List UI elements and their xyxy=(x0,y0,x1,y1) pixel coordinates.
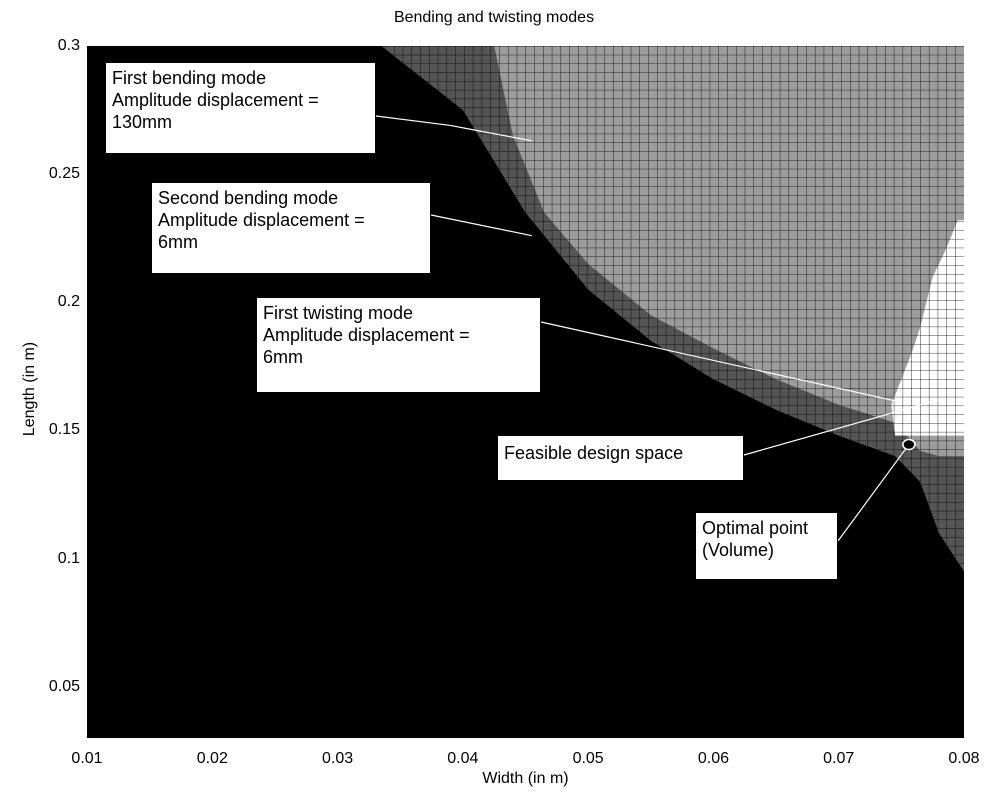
optimal-point-marker xyxy=(902,438,916,451)
x-tick-label: 0.05 xyxy=(572,750,604,767)
leader-optimal xyxy=(837,444,910,542)
chart-title: Bending and twisting modes xyxy=(393,9,595,26)
region-layer xyxy=(381,46,964,572)
y-tick-label: 0.05 xyxy=(48,677,80,695)
annotation-line: First bending mode xyxy=(112,68,267,88)
leader-first-twisting xyxy=(540,321,902,403)
annotation-first-twisting: First twisting mode Amplitude displaceme… xyxy=(256,297,541,393)
leader-second-bending xyxy=(430,214,532,237)
region-feasible-cells xyxy=(891,220,964,436)
y-tick-label: 0.2 xyxy=(57,293,80,311)
leader-first-bending xyxy=(375,115,451,127)
x-tick-label: 0.01 xyxy=(71,750,103,767)
annotation-line: First twisting mode xyxy=(263,303,414,323)
annotation-feasible: Feasible design space xyxy=(497,435,744,481)
x-tick-label: 0.04 xyxy=(447,750,479,767)
y-tick-label: 0.1 xyxy=(57,549,80,567)
annotation-line: 130mm xyxy=(112,112,173,132)
annotation-line: 6mm xyxy=(263,347,303,367)
annotation-line: Amplitude displacement = xyxy=(263,325,470,345)
annotation-line: Amplitude displacement = xyxy=(158,210,365,230)
annotation-second-bending: Second bending mode Amplitude displaceme… xyxy=(151,182,431,274)
x-tick-label: 0.02 xyxy=(196,750,228,767)
x-tick-label: 0.03 xyxy=(321,750,354,767)
x-tick-label: 0.08 xyxy=(948,750,980,767)
annotation-line: Optimal point xyxy=(702,518,809,538)
y-tick-label: 0.25 xyxy=(48,165,80,183)
region-first-bending-cells xyxy=(494,46,964,457)
leader-first-bending xyxy=(450,124,532,142)
leader-lines xyxy=(375,115,940,542)
y-axis-label: Length (in m) xyxy=(21,341,38,437)
leader-feasible xyxy=(743,399,940,456)
annotation-line: Amplitude displacement = xyxy=(112,90,319,110)
x-tick-label: 0.06 xyxy=(697,750,729,767)
y-tick-label: 0.3 xyxy=(57,37,80,54)
x-tick-label: 0.07 xyxy=(823,750,855,767)
annotation-line: Feasible design space xyxy=(504,443,684,463)
y-tick-label: 0.15 xyxy=(48,421,80,439)
x-axis-label: Width (in m) xyxy=(482,770,569,787)
marker-layer xyxy=(902,438,916,451)
annotation-optimal: Optimal point (Volume) xyxy=(695,512,838,580)
annotation-line: (Volume) xyxy=(702,540,775,560)
annotation-line: 6mm xyxy=(158,232,198,252)
annotation-first-bending: First bending mode Amplitude displacemen… xyxy=(105,62,376,154)
annotation-line: Second bending mode xyxy=(158,188,339,208)
